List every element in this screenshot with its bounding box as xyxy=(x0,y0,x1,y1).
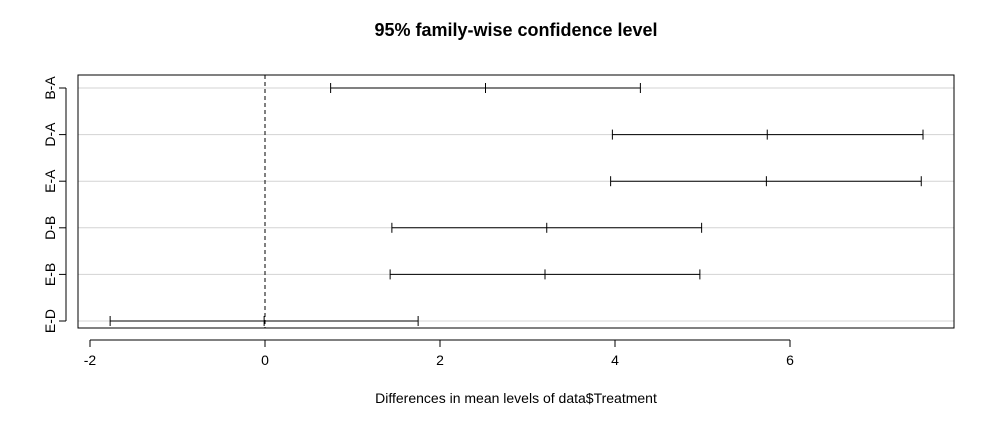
y-tick-label: E-B xyxy=(42,263,58,286)
interval-E-A xyxy=(610,176,922,187)
interval-D-B xyxy=(391,222,703,233)
interval-E-D xyxy=(109,316,419,326)
interval-D-A xyxy=(611,129,924,140)
plot-frame xyxy=(77,74,955,329)
y-tick-label: E-A xyxy=(42,169,58,193)
y-axis: B-A D-A E-A D-B E-B E-D xyxy=(42,76,67,333)
y-tick-label: B-A xyxy=(42,76,58,100)
x-tick-label: 2 xyxy=(436,352,444,368)
chart-title: 95% family-wise confidence level xyxy=(374,20,657,40)
x-axis-label: Differences in mean levels of data$Treat… xyxy=(375,390,657,406)
x-tick-label: 6 xyxy=(786,352,794,368)
y-tick-label: D-A xyxy=(42,122,58,147)
x-tick-label: -2 xyxy=(84,352,97,368)
y-tick-label: D-B xyxy=(42,216,58,240)
x-axis: -2 0 2 4 6 xyxy=(84,339,794,368)
gridlines xyxy=(78,87,954,322)
interval-B-A xyxy=(330,83,641,93)
interval-E-B xyxy=(389,269,701,280)
y-tick-label: E-D xyxy=(42,309,58,333)
x-tick-label: 4 xyxy=(611,352,619,368)
x-tick-label: 0 xyxy=(261,352,269,368)
confidence-intervals xyxy=(109,83,924,326)
